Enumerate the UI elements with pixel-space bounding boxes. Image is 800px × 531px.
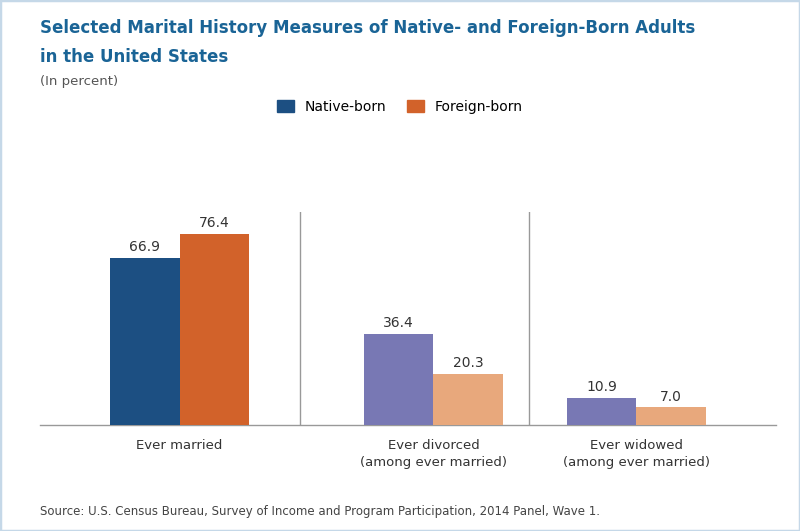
Legend: Native-born, Foreign-born: Native-born, Foreign-born: [277, 100, 523, 114]
Bar: [363, 334, 434, 425]
Text: 7.0: 7.0: [660, 390, 682, 404]
Bar: [566, 398, 637, 425]
Text: (In percent): (In percent): [40, 75, 118, 88]
Text: 20.3: 20.3: [453, 356, 483, 370]
Text: Source: U.S. Census Bureau, Survey of Income and Program Participation, 2014 Pan: Source: U.S. Census Bureau, Survey of In…: [40, 505, 600, 518]
Bar: [434, 374, 503, 425]
Text: Selected Marital History Measures of Native- and Foreign-Born Adults: Selected Marital History Measures of Nat…: [40, 19, 695, 37]
Bar: [110, 258, 179, 425]
Text: 36.4: 36.4: [383, 316, 414, 330]
Text: 10.9: 10.9: [586, 380, 617, 394]
Text: 66.9: 66.9: [129, 240, 160, 254]
Text: 76.4: 76.4: [199, 216, 230, 230]
Bar: [179, 234, 250, 425]
Bar: [637, 407, 706, 425]
Text: in the United States: in the United States: [40, 48, 228, 66]
